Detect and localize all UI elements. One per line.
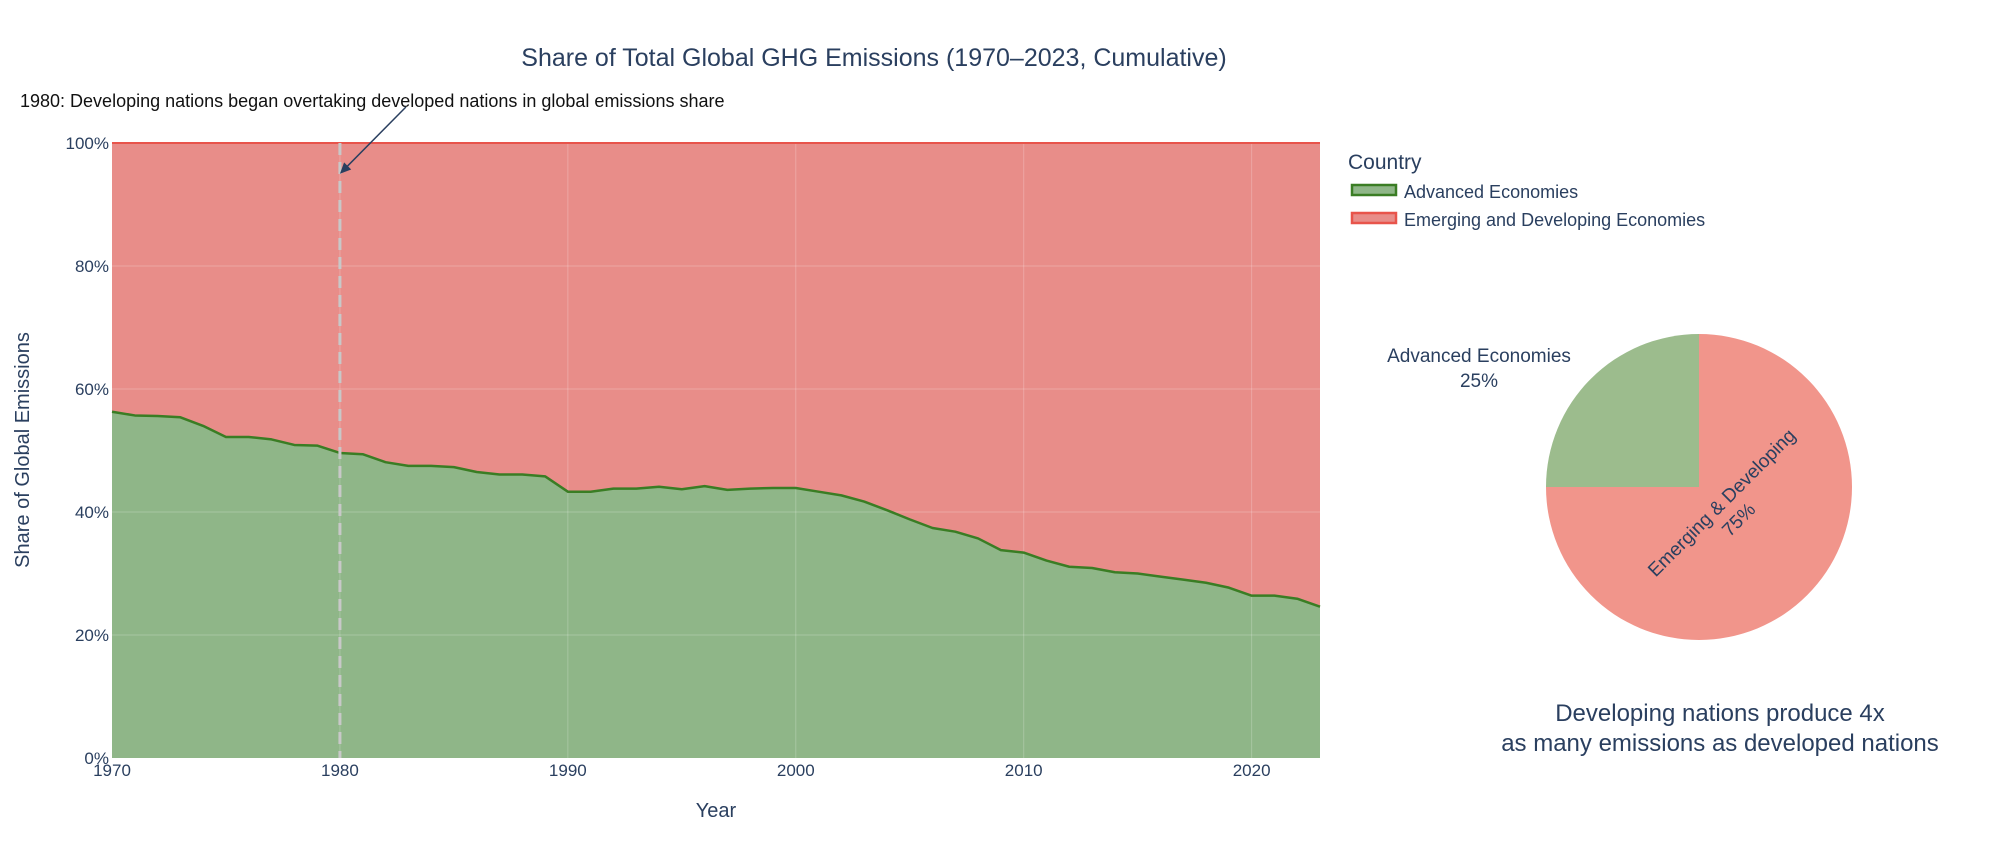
advanced-area (112, 411, 1320, 758)
y-tick-label: 60% (75, 380, 109, 399)
area-fills (112, 143, 1320, 758)
x-tick-label: 1990 (549, 761, 587, 780)
x-tick-label: 2020 (1233, 761, 1271, 780)
legend-swatch-advanced (1350, 183, 1398, 197)
legend-item-emerging[interactable]: Emerging and Developing Economies (1350, 210, 1705, 230)
annotation-arrow-head (339, 162, 352, 174)
y-tick-label: 80% (75, 257, 109, 276)
x-axis-ticks: 1970 1980 1990 2000 2010 2020 (93, 761, 1270, 780)
gridlines (112, 143, 1320, 758)
pie-label-advanced: Advanced Economies (1387, 346, 1571, 367)
y-tick-label: 0% (84, 749, 109, 768)
y-tick-label: 40% (75, 503, 109, 522)
x-tick-label: 1970 (93, 761, 131, 780)
y-axis-title: Share of Global Emissions (12, 332, 34, 568)
x-axis-title: Year (696, 800, 737, 822)
legend-label-emerging: Emerging and Developing Economies (1404, 210, 1705, 230)
annotation-text: 1980: Developing nations began overtakin… (20, 91, 724, 111)
y-axis-ticks: 0% 20% 40% 60% 80% 100% (66, 134, 109, 768)
chart-title: Share of Total Global GHG Emissions (197… (521, 44, 1226, 72)
pie-pct-advanced: 25% (1460, 371, 1498, 392)
pie-chart: Advanced Economies 25% Emerging & Develo… (1387, 334, 1939, 757)
x-tick-label: 2000 (777, 761, 815, 780)
legend-title: Country (1348, 151, 1422, 174)
pie-slice-emerging[interactable] (1546, 334, 1852, 640)
annotation: 1980: Developing nations began overtakin… (20, 91, 724, 174)
y-tick-label: 100% (66, 134, 109, 153)
legend-label-advanced: Advanced Economies (1404, 182, 1578, 202)
annotation-arrow-line (345, 106, 407, 169)
x-tick-label: 2010 (1005, 761, 1043, 780)
pie-caption-line1: Developing nations produce 4x (1555, 700, 1885, 727)
pie-slice-advanced[interactable] (1546, 334, 1699, 487)
y-tick-label: 20% (75, 626, 109, 645)
legend-item-advanced[interactable]: Advanced Economies (1350, 182, 1578, 202)
legend-swatch-emerging (1350, 211, 1398, 225)
x-tick-label: 1980 (321, 761, 359, 780)
legend: Country Advanced Economies Emerging and … (1348, 151, 1705, 230)
emerging-area (112, 143, 1320, 607)
advanced-line (111, 410, 1321, 608)
area-chart: 1970 1980 1990 2000 2010 2020 0% 20% 40% 60% 80% 1… (12, 91, 1321, 822)
pie-caption-line2: as many emissions as developed nations (1501, 730, 1939, 757)
